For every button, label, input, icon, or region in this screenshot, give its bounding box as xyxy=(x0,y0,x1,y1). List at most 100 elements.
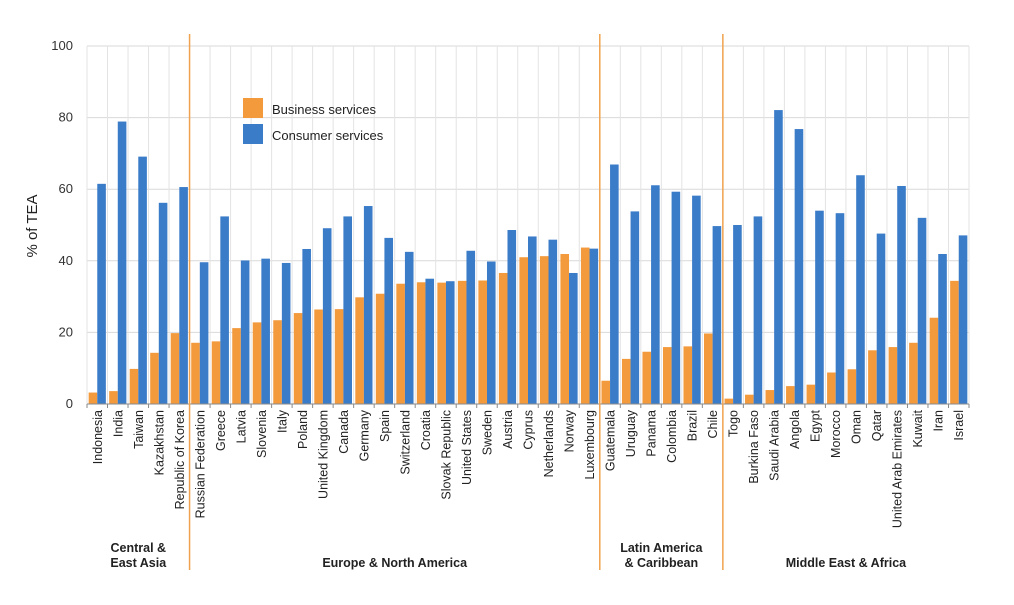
bar-consumer xyxy=(815,210,824,404)
bar-business xyxy=(642,351,652,404)
category-label: India xyxy=(111,410,125,437)
bar-business xyxy=(437,282,446,404)
bar-business xyxy=(704,333,713,404)
y-tick-label: 40 xyxy=(59,253,73,268)
category-label: United Arab Emirates xyxy=(891,410,905,528)
bar-consumer xyxy=(466,250,476,404)
bar-business xyxy=(724,398,734,404)
bar-consumer xyxy=(753,216,763,404)
bar-consumer xyxy=(917,217,927,404)
legend-swatch-consumer xyxy=(243,124,263,144)
bar-business xyxy=(170,333,180,404)
region-label: Middle East & Africa xyxy=(786,556,907,570)
axes xyxy=(86,403,970,408)
category-label: Sweden xyxy=(480,410,494,455)
y-tick-label: 20 xyxy=(59,324,73,339)
bar-business xyxy=(88,392,98,404)
category-label: Slovenia xyxy=(255,410,269,458)
bar-business xyxy=(621,358,631,404)
region-separators xyxy=(188,34,724,570)
bar-consumer xyxy=(712,226,722,404)
bar-business xyxy=(396,283,405,404)
bar-business xyxy=(806,384,816,404)
bar-business xyxy=(580,247,590,404)
category-label: Kazakhstan xyxy=(152,410,166,475)
bar-consumer xyxy=(938,253,947,404)
region-label: Latin America xyxy=(620,541,703,555)
category-label: Guatemala xyxy=(604,410,618,471)
bar-business xyxy=(847,369,857,404)
category-label: Burkina Faso xyxy=(747,410,761,484)
bar-consumer xyxy=(486,261,496,404)
category-label: Russian Federation xyxy=(193,410,207,518)
bar-consumer xyxy=(363,206,373,404)
region-label: East Asia xyxy=(110,556,167,570)
category-label: Switzerland xyxy=(398,410,412,475)
y-tick-label: 100 xyxy=(51,38,73,53)
bar-consumer xyxy=(507,230,517,404)
bar-consumer xyxy=(97,183,106,404)
bar-consumer xyxy=(958,235,968,404)
bar-business xyxy=(909,342,918,404)
bar-consumer xyxy=(733,225,742,404)
y-tick-label: 80 xyxy=(59,110,73,125)
bars xyxy=(88,110,968,405)
category-label: Morocco xyxy=(829,410,843,458)
bar-business xyxy=(355,297,364,404)
bar-business xyxy=(601,380,611,404)
bar-consumer xyxy=(445,281,455,404)
y-axis-label: % of TEA xyxy=(24,194,41,257)
bar-business xyxy=(560,253,570,404)
category-label: Kuwait xyxy=(911,409,925,447)
bar-consumer xyxy=(651,185,660,404)
bar-business xyxy=(129,368,139,404)
category-label: United States xyxy=(460,410,474,485)
category-label: Republic of Korea xyxy=(173,410,187,509)
bar-consumer xyxy=(281,262,291,404)
legend: Business services Consumer services xyxy=(243,98,384,144)
category-label: Latvia xyxy=(234,410,248,443)
region-label: & Caribbean xyxy=(625,556,699,570)
category-label: Netherlands xyxy=(542,410,556,477)
bar-consumer xyxy=(897,185,906,404)
category-label: Panama xyxy=(645,410,659,457)
bar-consumer xyxy=(692,195,701,404)
category-label: Cyprus xyxy=(522,410,536,450)
bar-business xyxy=(827,372,836,404)
bar-business xyxy=(745,394,754,404)
bar-consumer xyxy=(240,260,250,404)
bar-business xyxy=(150,352,159,404)
category-label: Germany xyxy=(357,409,371,461)
category-label: Poland xyxy=(296,410,310,449)
legend-label-consumer: Consumer services xyxy=(272,128,384,143)
bar-business xyxy=(416,282,426,404)
category-label: Taiwan xyxy=(132,410,146,449)
bar-business xyxy=(683,346,693,404)
bar-consumer xyxy=(220,216,229,404)
bar-business xyxy=(662,347,672,404)
bar-consumer xyxy=(404,251,414,404)
bar-business xyxy=(478,280,487,404)
bar-consumer xyxy=(548,239,558,404)
bar-business xyxy=(457,280,467,404)
bar-consumer xyxy=(117,121,127,405)
bar-business xyxy=(786,386,795,404)
region-labels: Central &East Asia Europe & North America… xyxy=(110,541,907,570)
bar-consumer xyxy=(384,237,394,404)
category-label: Qatar xyxy=(870,410,884,441)
category-label: Colombia xyxy=(665,410,679,463)
bar-business xyxy=(375,293,385,404)
bar-business xyxy=(211,341,221,404)
bar-consumer xyxy=(322,228,332,404)
category-label: Croatia xyxy=(419,410,433,450)
category-label: Iran xyxy=(932,410,946,432)
category-label: Italy xyxy=(275,409,289,433)
y-tick-label: 0 xyxy=(66,396,73,411)
bar-business xyxy=(232,328,241,404)
category-label: Austria xyxy=(501,410,515,449)
category-label: United Kingdom xyxy=(316,410,330,499)
bar-business xyxy=(519,257,528,404)
category-label: Egypt xyxy=(809,409,823,441)
bar-consumer xyxy=(343,216,352,404)
region-label: Central & xyxy=(110,541,166,555)
